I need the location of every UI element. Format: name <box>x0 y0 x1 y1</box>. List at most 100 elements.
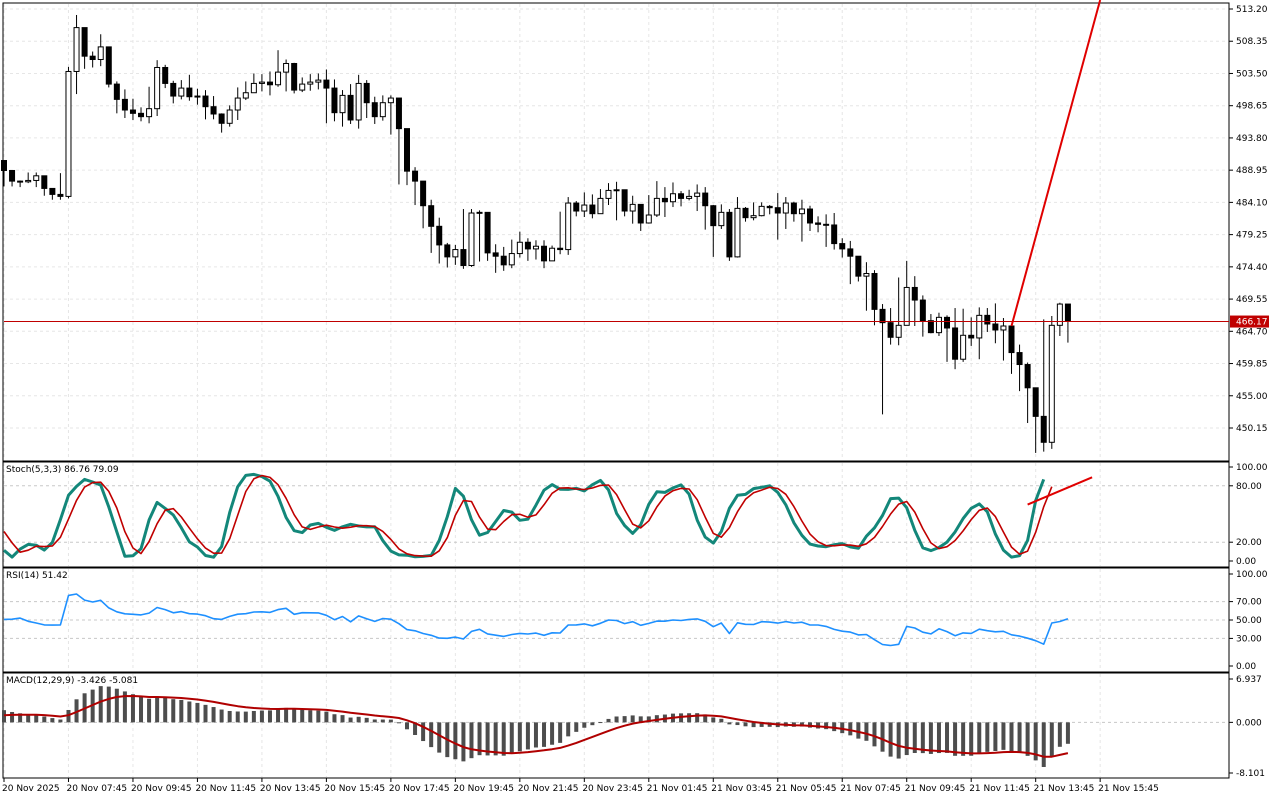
candle-body <box>331 87 338 114</box>
macd-bar <box>888 722 893 757</box>
candle <box>508 239 515 269</box>
candle-body <box>597 197 604 215</box>
macd-bar <box>405 722 409 730</box>
candle <box>339 90 346 127</box>
macd-bar <box>356 716 361 723</box>
candle <box>790 201 797 222</box>
candle-body <box>250 82 257 94</box>
panel-frame <box>2 461 1230 568</box>
macd-bar <box>2 710 6 723</box>
macd-bar <box>251 710 256 723</box>
x-tick-label: 21 Nov 15:45 <box>1098 784 1159 794</box>
candle <box>516 231 523 258</box>
candle-body <box>541 245 548 262</box>
macd-bar <box>993 722 998 751</box>
candle <box>734 197 741 258</box>
candle-body <box>887 322 894 338</box>
candle <box>154 60 161 116</box>
candle <box>661 187 668 218</box>
candle <box>1032 387 1039 453</box>
y-tick-label: 100.00 <box>1236 570 1268 580</box>
y-tick-label: 6.937 <box>1236 675 1262 685</box>
candle-body <box>436 225 443 246</box>
macd-bar <box>58 719 63 723</box>
candle-body <box>557 247 564 251</box>
candle-body <box>460 249 467 267</box>
macd-bar <box>372 719 377 723</box>
macd-bar <box>380 719 385 723</box>
candle <box>823 214 830 247</box>
candle-body <box>661 197 668 203</box>
candle-body <box>686 195 693 199</box>
candle <box>702 187 709 230</box>
candle-body <box>315 79 322 83</box>
candle <box>1048 316 1055 449</box>
candle <box>444 242 451 268</box>
candle <box>557 211 564 255</box>
macd-bar <box>646 716 651 723</box>
macd-bar <box>558 722 563 743</box>
macd-bar <box>316 710 321 723</box>
macd-bar <box>533 722 538 748</box>
candle <box>299 77 306 93</box>
candle-body <box>678 193 685 199</box>
macd-bar <box>259 710 264 723</box>
candle-body <box>170 82 177 97</box>
candle-body <box>790 202 797 215</box>
candle-body <box>484 211 491 254</box>
candle-body <box>1032 387 1039 417</box>
candle <box>460 209 467 269</box>
macd-bar <box>308 710 313 723</box>
candle-body <box>242 92 249 99</box>
candle <box>774 193 781 240</box>
macd-bar <box>437 722 442 753</box>
candle <box>97 34 104 67</box>
candle-body <box>404 128 410 172</box>
macd-bar <box>324 711 329 723</box>
candle <box>710 205 717 257</box>
candle-body <box>710 205 717 227</box>
macd-bar <box>267 710 272 723</box>
macd-bar <box>751 722 756 728</box>
macd-bar <box>187 701 192 723</box>
candle <box>855 255 862 282</box>
candle <box>395 97 402 185</box>
candle-body <box>49 187 56 195</box>
candle <box>903 260 910 326</box>
macd-bar <box>501 722 506 756</box>
macd-bar <box>727 722 732 725</box>
candle <box>500 246 507 271</box>
candle-body <box>847 248 854 257</box>
x-tick-label: 20 Nov 09:45 <box>131 784 192 794</box>
macd-bar <box>348 717 353 723</box>
candle <box>549 245 556 262</box>
x-tick-label: 20 Nov 07:45 <box>66 784 127 794</box>
candle-body <box>565 202 572 251</box>
candle-body <box>831 224 838 245</box>
x-tick-label: 21 Nov 11:45 <box>969 784 1030 794</box>
candle <box>307 74 314 91</box>
candle-body <box>113 83 120 100</box>
candle <box>984 308 991 332</box>
macd-bar <box>735 722 740 726</box>
macd-bar <box>848 722 853 736</box>
candle-body <box>121 98 128 111</box>
macd-bar <box>114 688 119 723</box>
candle <box>952 308 959 370</box>
candle-body <box>750 215 757 219</box>
candle-body <box>855 255 862 277</box>
x-tick-label: 21 Nov 07:45 <box>840 784 901 794</box>
current-price-label: 466.17 <box>1236 318 1268 328</box>
candles <box>1 14 1071 453</box>
candle-body <box>621 189 628 212</box>
candle-body <box>807 208 813 224</box>
candle-body <box>81 27 88 57</box>
candle-body <box>500 255 507 266</box>
candle-body <box>984 314 991 325</box>
candle <box>766 205 773 215</box>
candle <box>678 191 685 207</box>
macd-bar <box>50 718 55 723</box>
candle-body <box>194 95 201 98</box>
x-tick-label: 20 Nov 19:45 <box>453 784 514 794</box>
y-tick-label: 450.15 <box>1236 424 1268 434</box>
